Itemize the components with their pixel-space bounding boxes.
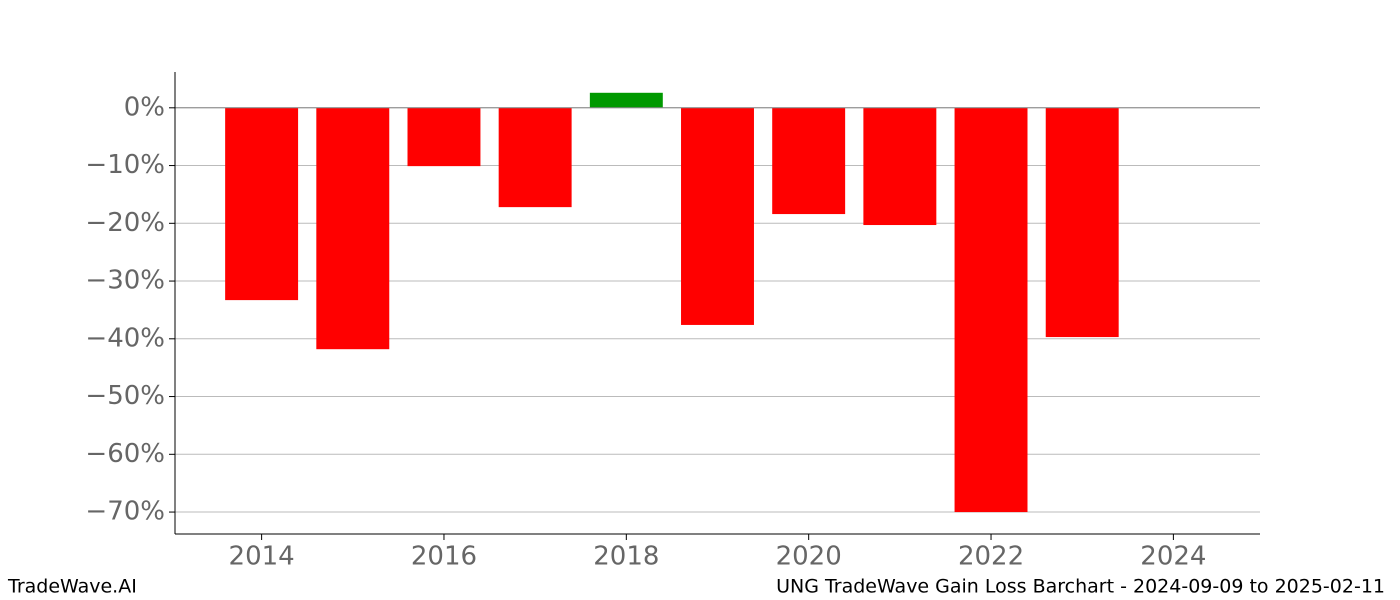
y-tick-label: −10% bbox=[85, 150, 165, 180]
y-tick-label: −50% bbox=[85, 381, 165, 411]
x-tick-label: 2014 bbox=[229, 542, 295, 572]
bar bbox=[316, 107, 390, 350]
y-tick-label: −60% bbox=[85, 439, 165, 469]
bar bbox=[772, 107, 846, 215]
bar bbox=[225, 107, 299, 301]
bar bbox=[498, 107, 572, 208]
x-tick-label: 2016 bbox=[411, 542, 477, 572]
y-tick-label: −20% bbox=[85, 208, 165, 238]
y-tick-label: −30% bbox=[85, 266, 165, 296]
bar bbox=[681, 107, 754, 325]
bar bbox=[589, 92, 663, 108]
bar bbox=[863, 107, 937, 226]
y-tick-label: −70% bbox=[85, 497, 165, 527]
bar bbox=[954, 107, 1028, 513]
x-tick-label: 2020 bbox=[776, 542, 842, 572]
x-tick-label: 2022 bbox=[958, 542, 1024, 572]
x-tick-label: 2024 bbox=[1140, 542, 1206, 572]
x-tick-label: 2018 bbox=[593, 542, 659, 572]
watermark: TradeWave.AI bbox=[7, 576, 137, 598]
bar bbox=[407, 107, 481, 167]
bar bbox=[1045, 107, 1119, 338]
y-tick-label: 0% bbox=[124, 92, 165, 122]
y-tick-label: −40% bbox=[85, 323, 165, 353]
chart-title: UNG TradeWave Gain Loss Barchart - 2024-… bbox=[776, 576, 1385, 598]
